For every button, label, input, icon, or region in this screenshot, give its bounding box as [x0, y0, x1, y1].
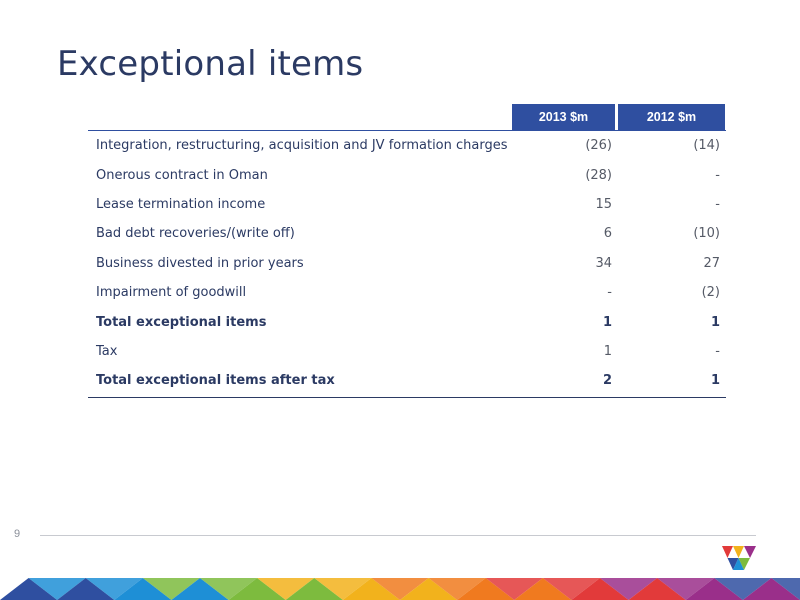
band-triangle: [771, 578, 800, 600]
band-triangle: [571, 578, 629, 600]
band-triangle: [457, 578, 515, 600]
value-2012: (2): [701, 285, 720, 301]
row-label: Lease termination income: [96, 196, 266, 212]
value-2013: 1: [603, 343, 612, 359]
band-triangle: [485, 578, 543, 600]
band-triangle: [600, 578, 658, 600]
band-triangle: [628, 578, 686, 600]
band-triangle: [285, 578, 343, 600]
band-triangle: [171, 578, 229, 600]
band-triangle: [657, 578, 715, 600]
band-triangle: [200, 578, 258, 600]
value-2012: -: [715, 343, 720, 359]
table-row: Total exceptional items 1 1: [88, 307, 726, 336]
table-body: Integration, restructuring, acquisition …: [88, 130, 726, 396]
band-triangle: [314, 578, 372, 600]
band-triangle: [85, 578, 143, 600]
value-2012: (14): [693, 138, 720, 154]
page-number: 9: [14, 528, 21, 540]
table-row: Tax 1 -: [88, 337, 726, 366]
row-label: Total exceptional items after tax: [96, 373, 335, 389]
table-bottom-rule: [88, 396, 726, 398]
header-2012: 2012 $m: [618, 104, 725, 130]
band-triangle: [257, 578, 315, 600]
table-row: Impairment of goodwill - (2): [88, 278, 726, 307]
slide-title: Exceptional items: [57, 44, 364, 84]
band-triangle: [228, 578, 286, 600]
row-label: Total exceptional items: [96, 314, 267, 330]
value-2012: (10): [693, 226, 720, 242]
band-triangle: [742, 578, 800, 600]
row-label: Tax: [96, 343, 118, 359]
header-divider: [88, 130, 726, 131]
value-2013: -: [607, 285, 612, 301]
row-label: Business divested in prior years: [96, 255, 304, 271]
triangle-logo-icon: [722, 546, 756, 570]
band-triangle: [400, 578, 458, 600]
band-triangle: [0, 578, 58, 600]
value-2013: 6: [603, 226, 612, 242]
footer-divider: [40, 535, 756, 536]
value-2013: 15: [595, 196, 612, 212]
band-triangle: [57, 578, 115, 600]
value-2013: 34: [595, 255, 612, 271]
value-2012: 27: [703, 255, 720, 271]
value-2013: (26): [585, 138, 612, 154]
row-label: Onerous contract in Oman: [96, 167, 268, 183]
band-triangle: [142, 578, 200, 600]
value-2012: 1: [710, 314, 720, 330]
value-2012: 1: [710, 373, 720, 389]
table-row: Total exceptional items after tax 2 1: [88, 366, 726, 395]
row-label: Bad debt recoveries/(write off): [96, 226, 295, 242]
table-row: Bad debt recoveries/(write off) 6 (10): [88, 219, 726, 248]
band-triangle: [685, 578, 743, 600]
value-2013: (28): [585, 167, 612, 183]
value-2013: 1: [602, 314, 612, 330]
band-triangle: [428, 578, 486, 600]
band-triangle: [342, 578, 400, 600]
band-triangle: [114, 578, 172, 600]
exceptional-items-table: 2013 $m 2012 $m Integration, restructuri…: [88, 104, 726, 398]
value-2012: -: [715, 167, 720, 183]
table-header-row: 2013 $m 2012 $m: [88, 104, 726, 131]
band-triangle: [28, 578, 86, 600]
decorative-color-band: [0, 578, 800, 600]
band-triangle: [371, 578, 429, 600]
header-2013: 2013 $m: [512, 104, 615, 130]
band-triangle: [542, 578, 600, 600]
table-row: Business divested in prior years 34 27: [88, 249, 726, 278]
band-triangle: [514, 578, 572, 600]
row-label: Integration, restructuring, acquisition …: [96, 138, 508, 154]
table-row: Lease termination income 15 -: [88, 190, 726, 219]
band-triangle: [714, 578, 772, 600]
table-row: Integration, restructuring, acquisition …: [88, 131, 726, 160]
row-label: Impairment of goodwill: [96, 285, 247, 301]
value-2013: 2: [602, 373, 612, 389]
table-row: Onerous contract in Oman (28) -: [88, 160, 726, 189]
value-2012: -: [715, 196, 720, 212]
